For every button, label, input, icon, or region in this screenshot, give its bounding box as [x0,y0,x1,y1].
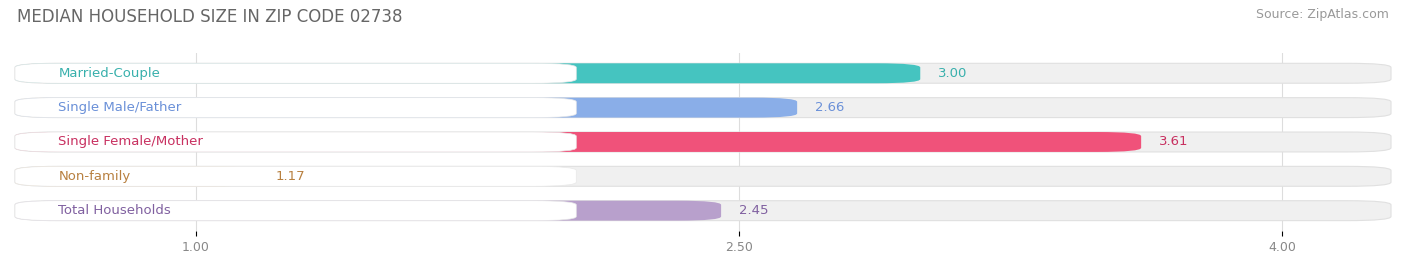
FancyBboxPatch shape [15,132,1142,152]
FancyBboxPatch shape [15,63,921,83]
FancyBboxPatch shape [15,63,1391,83]
Text: Total Households: Total Households [59,204,172,217]
Text: Source: ZipAtlas.com: Source: ZipAtlas.com [1256,8,1389,21]
Text: 3.00: 3.00 [938,67,967,80]
Text: 1.17: 1.17 [276,170,305,183]
FancyBboxPatch shape [15,166,576,186]
FancyBboxPatch shape [15,166,1391,186]
Text: MEDIAN HOUSEHOLD SIZE IN ZIP CODE 02738: MEDIAN HOUSEHOLD SIZE IN ZIP CODE 02738 [17,8,402,26]
Text: Non-family: Non-family [59,170,131,183]
Text: 2.45: 2.45 [740,204,769,217]
Text: Married-Couple: Married-Couple [59,67,160,80]
FancyBboxPatch shape [15,201,576,221]
FancyBboxPatch shape [15,98,1391,118]
FancyBboxPatch shape [15,63,576,83]
FancyBboxPatch shape [15,201,1391,221]
FancyBboxPatch shape [15,98,576,118]
Text: 2.66: 2.66 [815,101,845,114]
FancyBboxPatch shape [15,132,1391,152]
FancyBboxPatch shape [15,166,257,186]
FancyBboxPatch shape [15,201,721,221]
Text: Single Male/Father: Single Male/Father [59,101,181,114]
FancyBboxPatch shape [15,132,576,152]
Text: Single Female/Mother: Single Female/Mother [59,136,204,148]
Text: 3.61: 3.61 [1160,136,1188,148]
FancyBboxPatch shape [15,98,797,118]
